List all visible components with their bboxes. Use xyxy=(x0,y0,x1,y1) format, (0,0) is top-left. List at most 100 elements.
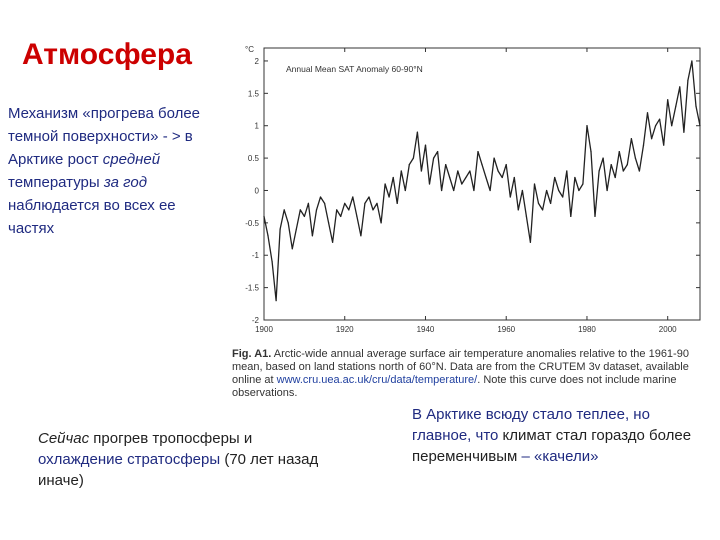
data-point xyxy=(505,164,507,166)
data-point xyxy=(428,183,431,185)
data-point xyxy=(554,176,556,179)
data-point xyxy=(424,144,427,146)
data-point xyxy=(303,215,305,217)
data-point xyxy=(364,202,366,204)
data-point xyxy=(667,99,669,101)
data-point xyxy=(328,222,330,224)
y-tick-label: -2 xyxy=(252,316,260,325)
data-point xyxy=(582,183,584,185)
data-point xyxy=(675,105,677,107)
data-point xyxy=(501,176,503,179)
data-point xyxy=(497,170,499,172)
data-point xyxy=(271,261,273,263)
y-tick-label: 2 xyxy=(255,57,260,66)
data-point xyxy=(267,235,269,237)
data-point xyxy=(542,209,544,211)
data-point xyxy=(574,176,576,179)
plot-frame xyxy=(263,47,701,321)
data-point xyxy=(344,202,346,204)
data-point xyxy=(683,131,685,133)
chart: -2 -1.5 -1 -0.5 0 0.5 1 1.5 2 1900 1920 1940 1960 198… xyxy=(228,38,708,348)
data-point xyxy=(372,209,374,211)
data-point xyxy=(445,164,447,166)
data-point xyxy=(360,235,362,237)
x-tick-label: 1980 xyxy=(578,325,596,334)
data-point xyxy=(348,209,350,211)
data-point xyxy=(307,202,309,204)
data-point xyxy=(481,164,483,166)
x-tick-label: 2000 xyxy=(659,325,677,334)
data-point xyxy=(376,202,378,204)
data-point xyxy=(671,125,673,127)
left-text-italic2: за год xyxy=(103,174,148,191)
x-tick-label: 1960 xyxy=(497,325,515,334)
data-point xyxy=(336,209,338,211)
series-line xyxy=(263,60,701,302)
data-point xyxy=(659,118,661,120)
data-point xyxy=(469,170,471,172)
data-point xyxy=(295,228,297,230)
left-text-italic1: средней xyxy=(102,151,161,168)
data-point xyxy=(319,196,322,198)
y-tick-label: 0 xyxy=(255,186,260,195)
data-point xyxy=(655,125,657,127)
data-point xyxy=(324,202,326,204)
data-point xyxy=(529,241,531,243)
data-point xyxy=(537,202,540,204)
y-unit-label: °C xyxy=(245,45,254,54)
caption-link[interactable]: www.cru.uea.ac.uk/cru/data/temperature/ xyxy=(276,374,478,386)
data-point xyxy=(392,176,394,179)
data-point xyxy=(578,189,580,192)
left-text: Механизм «прогрева более темной поверхно… xyxy=(8,102,213,240)
data-point xyxy=(679,86,681,88)
data-point xyxy=(570,215,572,217)
data-point xyxy=(299,209,301,211)
data-point xyxy=(279,228,281,230)
data-point xyxy=(489,189,491,192)
data-point xyxy=(449,176,451,179)
data-point xyxy=(412,157,414,159)
chart-svg: -2 -1.5 -1 -0.5 0 0.5 1 1.5 2 1900 1920 1940 1960 198… xyxy=(245,45,701,334)
data-point xyxy=(477,151,479,153)
data-point xyxy=(691,60,693,62)
bottom-left-italic: Сейчас xyxy=(38,430,90,447)
data-point xyxy=(433,157,435,159)
data-point xyxy=(380,222,382,224)
data-point xyxy=(352,196,354,198)
data-point xyxy=(416,131,418,133)
data-point xyxy=(618,151,620,153)
bottom-left-blue: охлаждение стратосферы xyxy=(38,451,221,468)
data-point xyxy=(356,215,358,217)
data-point xyxy=(384,183,386,185)
data-point xyxy=(517,209,519,211)
x-tick-label: 1940 xyxy=(417,325,435,334)
data-point xyxy=(437,151,439,153)
data-point xyxy=(525,215,527,217)
bottom-left-text: Сейчас прогрев тропосферы и охлаждение с… xyxy=(38,428,338,491)
data-point xyxy=(404,189,406,192)
data-point xyxy=(558,189,560,192)
data-point xyxy=(610,164,612,166)
slide-title: Атмосфера xyxy=(22,38,192,71)
data-point xyxy=(562,196,564,198)
data-point xyxy=(332,241,334,243)
data-point xyxy=(275,300,277,302)
data-point xyxy=(695,105,697,107)
data-point xyxy=(602,157,604,159)
data-point xyxy=(493,157,495,159)
left-text-part3: наблюдается во всех ее частях xyxy=(8,197,176,237)
data-point xyxy=(646,112,649,114)
caption-label: Fig. A1. xyxy=(232,348,272,360)
data-point xyxy=(642,144,645,146)
y-tick-label: -1.5 xyxy=(245,284,259,293)
bottom-left-text2: (70 лет назад иначе) xyxy=(38,451,319,489)
data-point xyxy=(340,215,342,217)
data-point xyxy=(590,151,592,153)
caption-text2: . Note this curve does not include marin… xyxy=(232,374,677,399)
data-point xyxy=(533,183,536,185)
data-point xyxy=(441,189,443,192)
data-point xyxy=(465,176,467,179)
data-point xyxy=(400,170,402,172)
x-tick-label: 1900 xyxy=(255,325,273,334)
data-point xyxy=(396,202,398,204)
